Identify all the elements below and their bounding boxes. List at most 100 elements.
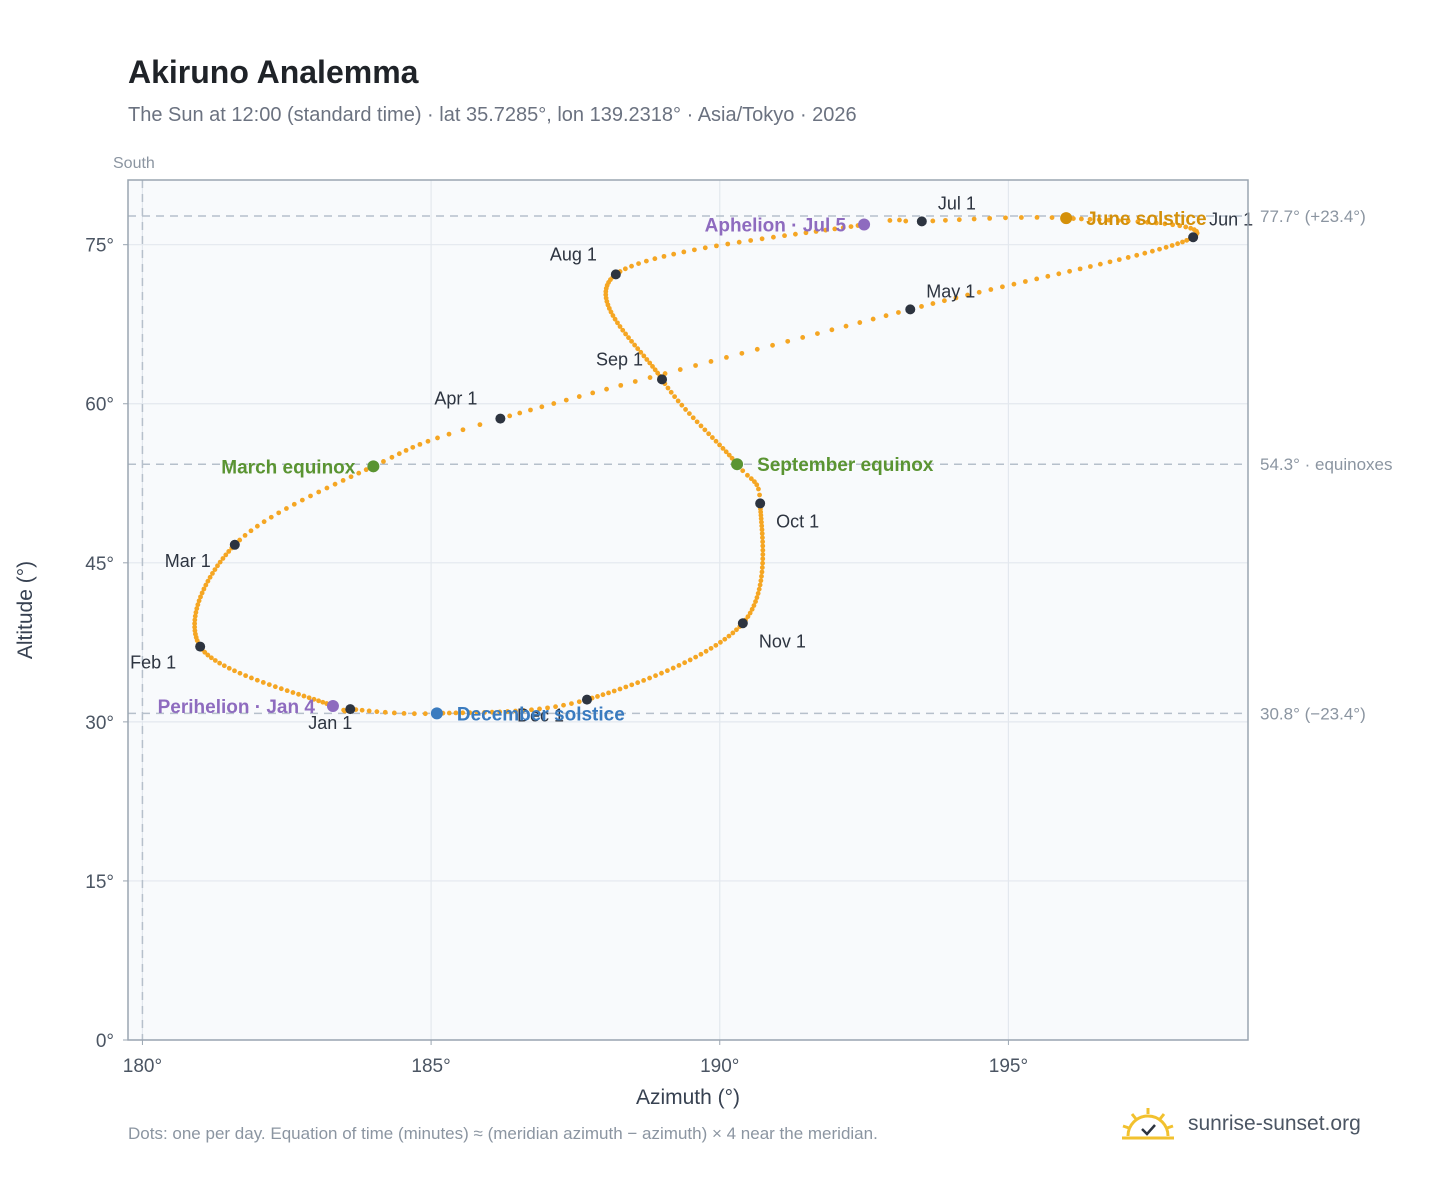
daily-sun-dot: [517, 410, 523, 416]
daily-sun-dot: [815, 331, 820, 336]
y-tick-label: 30°: [85, 713, 114, 734]
reference-line-label: 77.7° (+23.4°): [1260, 207, 1366, 226]
daily-sun-dot: [919, 304, 924, 309]
daily-sun-dot: [759, 236, 765, 242]
daily-sun-dot: [770, 342, 775, 348]
daily-sun-dot: [551, 401, 557, 406]
brand[interactable]: sunrise-sunset.org: [1120, 1102, 1361, 1146]
daily-sun-dot: [653, 673, 658, 679]
month-marker-label: Aug 1: [550, 244, 597, 264]
daily-sun-dot: [644, 357, 650, 362]
daily-sun-dot: [474, 710, 480, 715]
daily-sun-dot: [759, 527, 765, 533]
daily-sun-dot: [896, 310, 901, 315]
daily-sun-dot: [1078, 216, 1084, 222]
daily-sun-dot: [759, 565, 765, 570]
daily-sun-dot: [676, 663, 682, 668]
daily-sun-dot: [643, 258, 649, 264]
daily-sun-dot: [691, 247, 697, 253]
sunrise-logo-icon: [1122, 1108, 1174, 1140]
daily-sun-dot: [521, 708, 526, 713]
daily-sun-dot: [249, 675, 254, 681]
month-marker-label: Jan 1: [308, 713, 352, 733]
daily-sun-dot: [460, 710, 466, 716]
daily-sun-dot: [734, 627, 739, 633]
daily-sun-dot: [608, 309, 614, 315]
y-tick-label: 0°: [96, 1031, 114, 1052]
month-marker-dot: [495, 413, 506, 424]
daily-sun-dot: [374, 709, 380, 715]
daily-sun-dot: [201, 586, 207, 592]
y-tick-label: 60°: [85, 395, 114, 416]
daily-sun-dot: [1070, 216, 1076, 221]
month-marker-dot: [195, 641, 206, 652]
brand-name[interactable]: sunrise-sunset.org: [1188, 1112, 1361, 1135]
daily-sun-dot: [1135, 219, 1141, 225]
daily-sun-dot: [237, 670, 243, 676]
daily-sun-dot: [242, 532, 248, 538]
daily-sun-dot: [403, 448, 409, 453]
daily-sun-dot: [260, 680, 266, 685]
daily-sun-dot: [268, 514, 274, 520]
daily-sun-dot: [1180, 239, 1185, 245]
daily-sun-dot: [623, 331, 628, 337]
daily-sun-dot: [736, 239, 742, 245]
month-marker-label: Oct 1: [776, 511, 819, 531]
daily-sun-dot: [1163, 244, 1169, 250]
daily-sun-dot: [1170, 222, 1176, 228]
daily-sun-dot: [1125, 255, 1131, 260]
month-marker-dot: [916, 216, 927, 227]
daily-sun-dot: [595, 694, 600, 699]
daily-sun-dot: [272, 684, 278, 690]
daily-sun-dot: [622, 266, 628, 272]
daily-sun-dot: [759, 531, 765, 537]
daily-sun-dot: [749, 606, 755, 612]
daily-sun-dot: [679, 402, 685, 408]
x-axis-label: Azimuth (°): [636, 1086, 740, 1109]
daily-sun-dot: [903, 218, 909, 224]
event-label: March equinox: [221, 457, 356, 478]
month-marker-label: Mar 1: [165, 551, 211, 571]
daily-sun-dot: [435, 435, 440, 441]
daily-sun-dot: [1011, 281, 1017, 287]
daily-sun-dot: [611, 688, 617, 694]
daily-sun-dot: [730, 630, 736, 636]
meridian-label: South: [113, 155, 155, 172]
x-tick-label: 185°: [411, 1056, 450, 1077]
daily-sun-dot: [636, 261, 641, 266]
month-markers: Jan 1 Feb 1 Mar 1 Apr 1 May 1 Jun 1 Jul 1 Aug 1…: [130, 193, 1253, 733]
daily-sun-dot: [771, 234, 776, 240]
daily-sun-dot: [417, 441, 423, 447]
daily-sun-dot: [623, 684, 629, 690]
daily-sun-dot: [348, 474, 354, 480]
daily-sun-dot: [208, 655, 214, 661]
daily-sun-dot: [726, 633, 732, 639]
daily-sun-dot: [1169, 243, 1175, 248]
daily-sun-dot: [291, 501, 297, 507]
event-marker-dot: [430, 707, 443, 720]
daily-sun-dot: [671, 251, 677, 257]
daily-sun-dot: [612, 316, 618, 322]
daily-sun-dot: [192, 613, 198, 619]
daily-sun-dot: [396, 451, 402, 457]
daily-sun-dot: [629, 338, 634, 344]
daily-sun-dot: [782, 233, 787, 239]
daily-sun-dot: [553, 704, 558, 710]
event-marker-dot: [731, 458, 744, 471]
axis-ticks: 180° 185° 190° 195° 0° 15° 30° 45° 60° 75°: [85, 236, 1028, 1077]
event-marker-dot: [858, 218, 871, 231]
daily-sun-dot: [793, 231, 798, 237]
daily-sun-dot: [460, 427, 466, 433]
x-tick-label: 190°: [700, 1056, 739, 1077]
daily-sun-dot: [759, 519, 764, 525]
daily-sun-dot: [754, 482, 760, 488]
y-axis-label: Altitude (°): [14, 561, 37, 659]
daily-sun-dot: [199, 590, 205, 596]
daily-sun-dot: [745, 472, 750, 478]
daily-sun-dot: [629, 263, 634, 269]
daily-sun-dot: [754, 346, 760, 352]
daily-sun-dot: [529, 707, 534, 713]
daily-sun-dot: [1162, 221, 1168, 227]
daily-sun-dot: [299, 497, 305, 503]
daily-sun-dot: [840, 225, 846, 231]
